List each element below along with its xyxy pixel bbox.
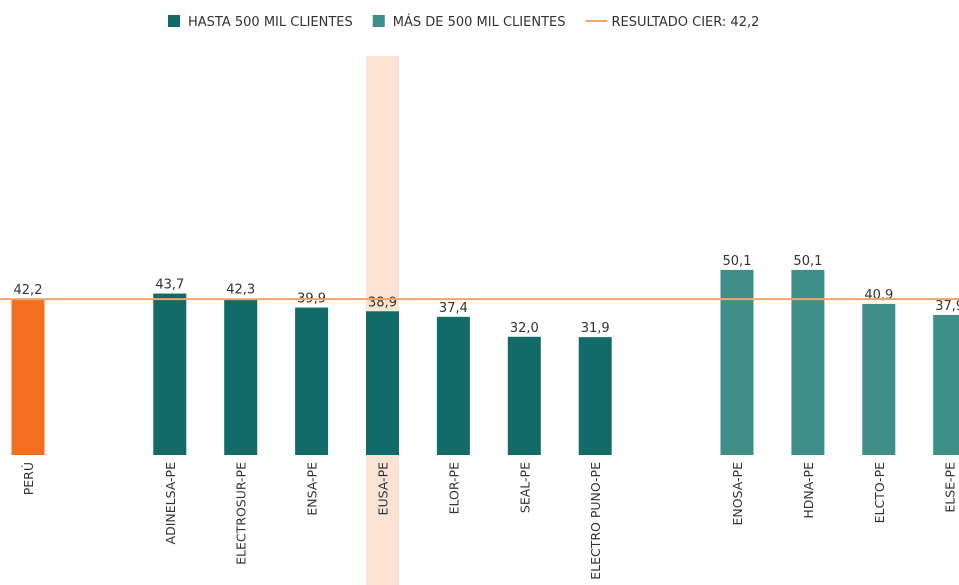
legend-label: HASTA 500 MIL CLIENTES — [188, 15, 353, 30]
bar — [11, 299, 45, 455]
x-tick-label: ELCTO-PE — [872, 462, 887, 523]
bar — [507, 336, 541, 455]
data-label: 42,3 — [226, 283, 255, 298]
data-label: 50,1 — [723, 254, 752, 269]
bar — [153, 293, 187, 455]
x-tick-label: ENSA-PE — [305, 462, 320, 516]
x-tick-label: ELOR-PE — [446, 462, 461, 514]
data-label: 38,9 — [368, 295, 397, 310]
legend-label: RESULTADO CIER: 42,2 — [611, 15, 759, 30]
data-label: 32,0 — [510, 321, 539, 336]
legend-label: MÁS DE 500 MIL CLIENTES — [393, 14, 566, 30]
bar — [862, 303, 896, 455]
data-label: 40,9 — [864, 288, 893, 303]
data-label: 37,4 — [439, 301, 468, 316]
legend-swatch — [168, 15, 180, 27]
bar — [933, 314, 959, 455]
x-tick-label: ELECTRO PUNO-PE — [588, 462, 603, 580]
data-label: 37,9 — [935, 299, 959, 314]
x-tick-label: PERÚ — [21, 462, 36, 495]
data-label: 42,2 — [14, 283, 43, 298]
x-tick-label: ELECTROSUR-PE — [234, 462, 249, 565]
bar — [366, 311, 399, 455]
data-label: 31,9 — [581, 321, 610, 336]
x-tick-label: SEAL-PE — [517, 462, 532, 513]
x-tick-label: ENOSA-PE — [730, 462, 745, 526]
x-tick-label: HDNA-PE — [801, 462, 816, 519]
legend-swatch — [372, 15, 385, 27]
data-label: 50,1 — [793, 254, 822, 269]
bar — [578, 337, 612, 455]
x-tick-label: ADINELSA-PE — [163, 462, 178, 545]
bar — [295, 307, 329, 455]
x-tick-label: EUSA-PE — [376, 462, 391, 516]
data-label: 43,7 — [155, 278, 184, 293]
bar — [436, 316, 470, 455]
bar — [791, 269, 825, 455]
bar — [720, 269, 754, 455]
bar — [224, 298, 258, 455]
x-tick-label: ELSE-PE — [943, 462, 958, 513]
